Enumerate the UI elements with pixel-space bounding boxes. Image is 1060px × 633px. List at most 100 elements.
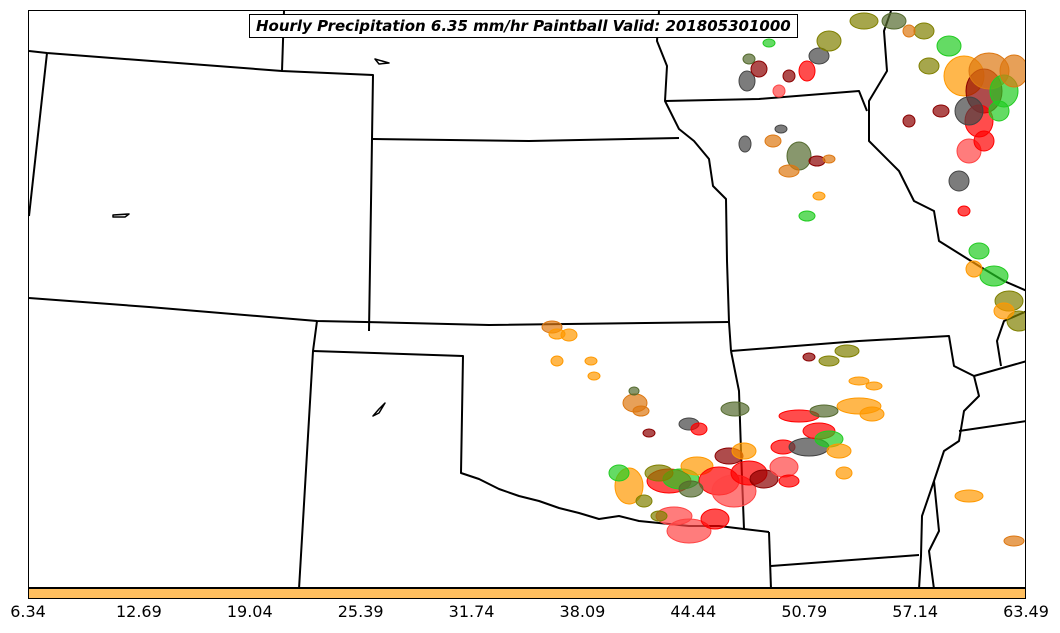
paintball-blob (936, 35, 962, 57)
paintball-blob (635, 494, 653, 508)
boundary-line (958, 420, 1025, 432)
colorbar-tick-label: 57.14 (892, 602, 939, 621)
boundary-line (730, 335, 980, 587)
paintball-blob (764, 134, 782, 148)
paintball-blob (782, 69, 796, 83)
paintball-blob (720, 401, 750, 417)
state-boundaries (29, 11, 1025, 587)
paintball-blob (826, 443, 852, 459)
paintball-blob (769, 456, 799, 478)
boundary-line (29, 52, 48, 217)
boundary-line (656, 11, 732, 352)
paintball-blob (809, 404, 839, 418)
lake-outline (372, 402, 386, 417)
lake-outline (112, 213, 130, 218)
paintball-blob (835, 466, 853, 480)
colorbar-tick-label: 38.09 (559, 602, 606, 621)
map-title: Hourly Precipitation 6.35 mm/hr Paintbal… (249, 14, 798, 38)
precip-paintballs (541, 12, 1025, 547)
paintball-blob (979, 265, 1009, 287)
paintball-blob (742, 53, 756, 65)
paintball-blob (666, 518, 712, 544)
paintball-blob (762, 38, 776, 48)
paintball-blob (778, 164, 800, 178)
boundary-line (29, 50, 374, 332)
paintball-blob (798, 60, 816, 82)
paintball-blob (550, 355, 564, 367)
paintball-blob (865, 381, 883, 391)
paintball-blob (802, 352, 816, 362)
boundary-line (868, 11, 1025, 292)
paintball-blob (731, 442, 757, 460)
colorbar-tick-label: 44.44 (670, 602, 717, 621)
paintball-blob (973, 130, 995, 152)
paintball-blob (642, 428, 656, 438)
paintball-blob (750, 60, 768, 78)
boundary-line (312, 350, 770, 533)
boundary-line (973, 360, 1025, 377)
colorbar-tick-label: 19.04 (226, 602, 273, 621)
boundary-line (770, 554, 920, 567)
lake-outline (374, 58, 390, 65)
paintball-blob (808, 47, 830, 65)
paintball-blob (965, 260, 983, 278)
paintball-blob (644, 464, 674, 482)
colorbar-tick-label: 25.39 (337, 602, 384, 621)
paintball-blob (859, 406, 885, 422)
paintball-blob (808, 155, 826, 167)
map-canvas (29, 11, 1025, 587)
colorbar-tick-label: 31.74 (448, 602, 495, 621)
paintball-blob (798, 210, 816, 222)
paintball-blob (948, 170, 970, 192)
boundary-line (298, 320, 318, 587)
paintball-blob (834, 344, 860, 358)
paintball-blob (632, 405, 650, 417)
boundary-line (29, 297, 730, 326)
paintball-blob (902, 24, 916, 38)
paintball-blob (587, 371, 601, 381)
paintball-blob (772, 84, 786, 98)
paintball-blob (849, 12, 879, 30)
map-panel (28, 10, 1026, 588)
colorbar-tick-label: 12.69 (115, 602, 162, 621)
paintball-blob (881, 12, 907, 30)
colorbar-tick-label: 6.34 (10, 602, 46, 621)
paintball-blob (968, 242, 990, 260)
paintball-blob (738, 70, 756, 92)
paintball-blob (1003, 535, 1025, 547)
boundary-line (768, 531, 772, 587)
paintball-blob (560, 328, 578, 342)
paintball-blob (957, 205, 971, 217)
paintball-blob (932, 104, 950, 118)
colorbar-tick-label: 50.79 (781, 602, 828, 621)
paintball-blob (954, 489, 984, 503)
paintball-blob (738, 135, 752, 153)
paintball-blob (993, 302, 1015, 320)
colorbar-tick-label: 63.49 (1003, 602, 1049, 621)
paintball-blob (628, 386, 640, 396)
paintball-blob (749, 469, 779, 489)
paintball-blob (848, 376, 870, 386)
paintball-blob (913, 22, 935, 40)
paintball-blob (650, 510, 668, 522)
colorbar (28, 588, 1026, 599)
paintball-blob (816, 30, 842, 52)
paintball-blob (678, 480, 704, 498)
paintball-blob (700, 508, 730, 530)
boundary-line (664, 90, 868, 112)
paintball-blob (954, 96, 984, 126)
paintball-blob (902, 114, 916, 128)
paintball-blob (608, 464, 630, 482)
paintball-blob (988, 100, 1010, 122)
paintball-blob (918, 57, 940, 75)
paintball-blob (778, 474, 800, 488)
paintball-blob (999, 54, 1025, 88)
paintball-blob (774, 124, 788, 134)
paintball-blob (818, 355, 840, 367)
paintball-blob (690, 422, 708, 436)
paintball-blob (812, 191, 826, 201)
paintball-blob (822, 154, 836, 164)
boundary-line (928, 480, 940, 587)
boundary-line (372, 137, 680, 142)
paintball-blob (584, 356, 598, 366)
